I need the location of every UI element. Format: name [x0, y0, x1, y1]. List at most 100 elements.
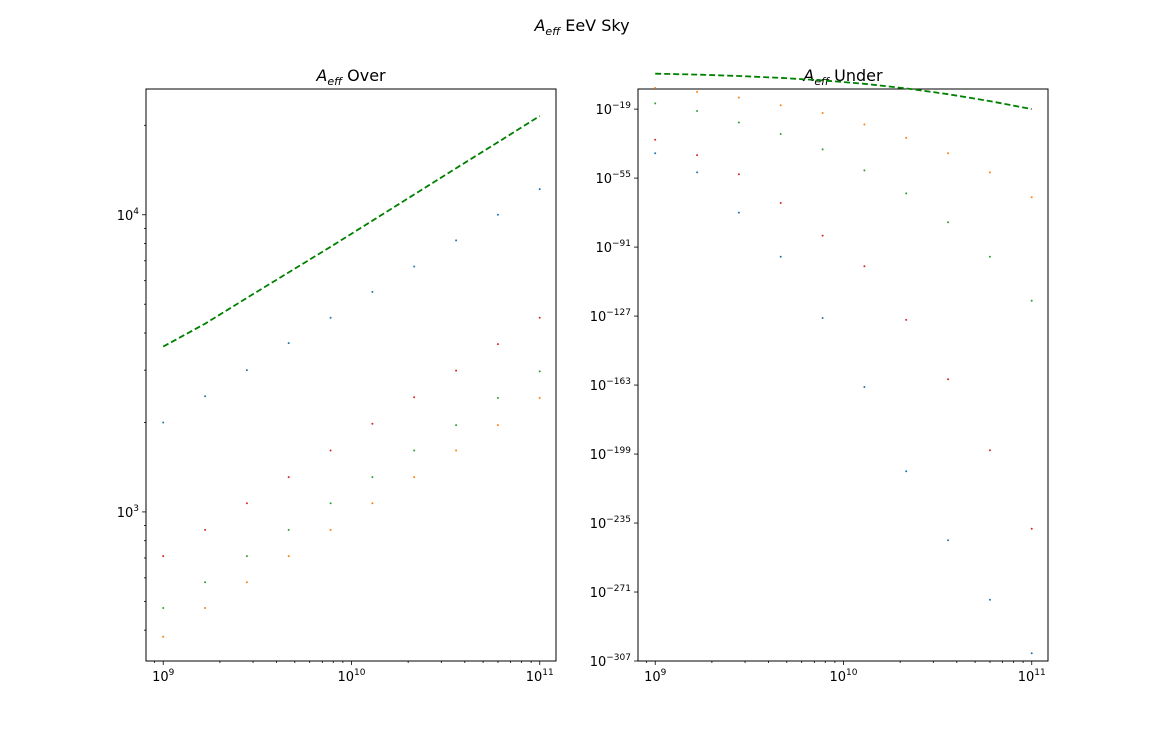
y-tick-label: 10−235 — [590, 515, 631, 532]
data-point-series-1 — [821, 234, 824, 237]
data-point-series-2 — [496, 396, 499, 399]
data-point-series-2 — [455, 424, 458, 427]
data-point-series-0 — [737, 211, 740, 214]
data-point-series-3 — [245, 581, 248, 584]
data-point-series-3 — [1030, 196, 1033, 199]
data-point-series-1 — [371, 422, 374, 425]
data-point-series-2 — [905, 192, 908, 195]
y-tick-label: 10−163 — [590, 377, 631, 394]
data-point-series-3 — [863, 123, 866, 126]
data-point-series-3 — [988, 171, 991, 174]
series-line-4 — [655, 72, 1032, 110]
data-point-series-2 — [287, 528, 290, 531]
data-point-series-3 — [287, 555, 290, 558]
data-point-series-1 — [413, 396, 416, 399]
figure-suptitle: Aeff EeV Sky — [533, 16, 629, 38]
x-tick-label: 1011 — [1018, 668, 1046, 685]
data-point-series-0 — [988, 598, 991, 601]
data-point-series-0 — [905, 470, 908, 473]
data-point-series-0 — [413, 265, 416, 268]
data-point-series-1 — [696, 154, 699, 157]
data-point-series-0 — [162, 421, 165, 424]
y-tick-label: 103 — [117, 504, 139, 521]
data-point-series-2 — [162, 607, 165, 609]
data-point-series-3 — [696, 90, 699, 93]
series-line-4 — [162, 115, 541, 348]
data-point-series-3 — [821, 112, 824, 114]
data-point-series-0 — [329, 316, 332, 319]
data-point-series-1 — [905, 318, 908, 321]
x-tick-label: 1011 — [526, 668, 554, 685]
data-point-series-0 — [654, 152, 657, 155]
data-point-series-2 — [654, 102, 657, 105]
data-point-series-0 — [371, 290, 374, 293]
data-point-series-0 — [821, 317, 824, 319]
data-point-series-0 — [455, 239, 458, 242]
data-point-series-1 — [988, 449, 991, 452]
data-point-series-2 — [696, 110, 699, 112]
data-point-series-1 — [496, 343, 499, 346]
data-point-series-0 — [287, 342, 290, 345]
data-point-series-3 — [779, 104, 782, 107]
data-point-series-2 — [329, 502, 332, 505]
data-point-series-0 — [538, 188, 541, 191]
data-point-series-3 — [329, 528, 332, 531]
y-tick-label: 10−271 — [590, 584, 631, 601]
data-point-series-3 — [204, 607, 207, 609]
data-point-series-3 — [371, 502, 374, 505]
chart-panel-under: Aeff Under 109 1010 1011 10−19 10−55 10−91 10−… — [590, 66, 1049, 685]
data-point-series-1 — [947, 378, 950, 381]
x-tick-label: 109 — [152, 668, 175, 685]
data-point-series-2 — [204, 581, 207, 584]
x-tick-label: 1010 — [829, 668, 857, 685]
data-point-series-2 — [988, 255, 991, 258]
data-point-series-2 — [371, 476, 374, 479]
x-tick-label: 109 — [644, 668, 667, 685]
data-point-series-1 — [455, 369, 458, 372]
data-point-series-0 — [863, 386, 866, 388]
data-point-series-3 — [905, 136, 908, 139]
y-tick-label: 10−307 — [590, 653, 631, 670]
x-tick-label: 1010 — [337, 668, 365, 685]
data-point-series-2 — [779, 133, 782, 135]
data-point-series-0 — [779, 255, 782, 258]
data-point-series-1 — [779, 202, 782, 204]
data-point-series-2 — [538, 370, 541, 373]
data-point-series-1 — [538, 316, 541, 319]
y-tick-label: 10−199 — [590, 446, 632, 463]
data-point-series-0 — [947, 539, 950, 542]
plot-frame — [637, 88, 1049, 662]
data-point-series-0 — [1030, 652, 1033, 655]
data-point-series-3 — [947, 152, 950, 155]
data-point-series-3 — [455, 449, 458, 452]
plot-frame — [145, 88, 557, 662]
data-point-series-1 — [1030, 527, 1033, 530]
y-tick-label: 10−127 — [590, 308, 631, 325]
data-point-series-2 — [821, 148, 824, 151]
data-point-series-1 — [162, 555, 165, 558]
data-point-series-0 — [696, 171, 699, 174]
data-point-series-1 — [204, 528, 207, 531]
data-point-series-0 — [245, 369, 248, 372]
data-point-series-0 — [496, 213, 499, 216]
y-tick-label: 10−55 — [595, 170, 631, 187]
data-point-series-3 — [737, 96, 740, 99]
data-point-series-2 — [863, 169, 866, 172]
data-point-series-0 — [204, 395, 207, 398]
data-point-series-1 — [329, 449, 332, 452]
y-tick-label: 10−91 — [595, 239, 631, 256]
chart-title: Aeff Over — [315, 66, 386, 88]
data-point-series-2 — [1030, 299, 1033, 302]
data-point-series-2 — [947, 221, 950, 224]
data-point-series-1 — [245, 502, 248, 505]
data-point-series-2 — [245, 555, 248, 558]
chart-panel-over: Aeff Over 109 1010 1011 103 104 — [117, 66, 557, 685]
y-tick-label: 104 — [117, 207, 140, 224]
data-point-series-1 — [863, 265, 866, 268]
data-point-series-1 — [737, 173, 740, 176]
chart-title: Aeff Under — [802, 66, 883, 88]
data-point-series-3 — [413, 476, 416, 479]
data-point-series-3 — [162, 635, 165, 638]
data-point-series-3 — [654, 87, 657, 89]
